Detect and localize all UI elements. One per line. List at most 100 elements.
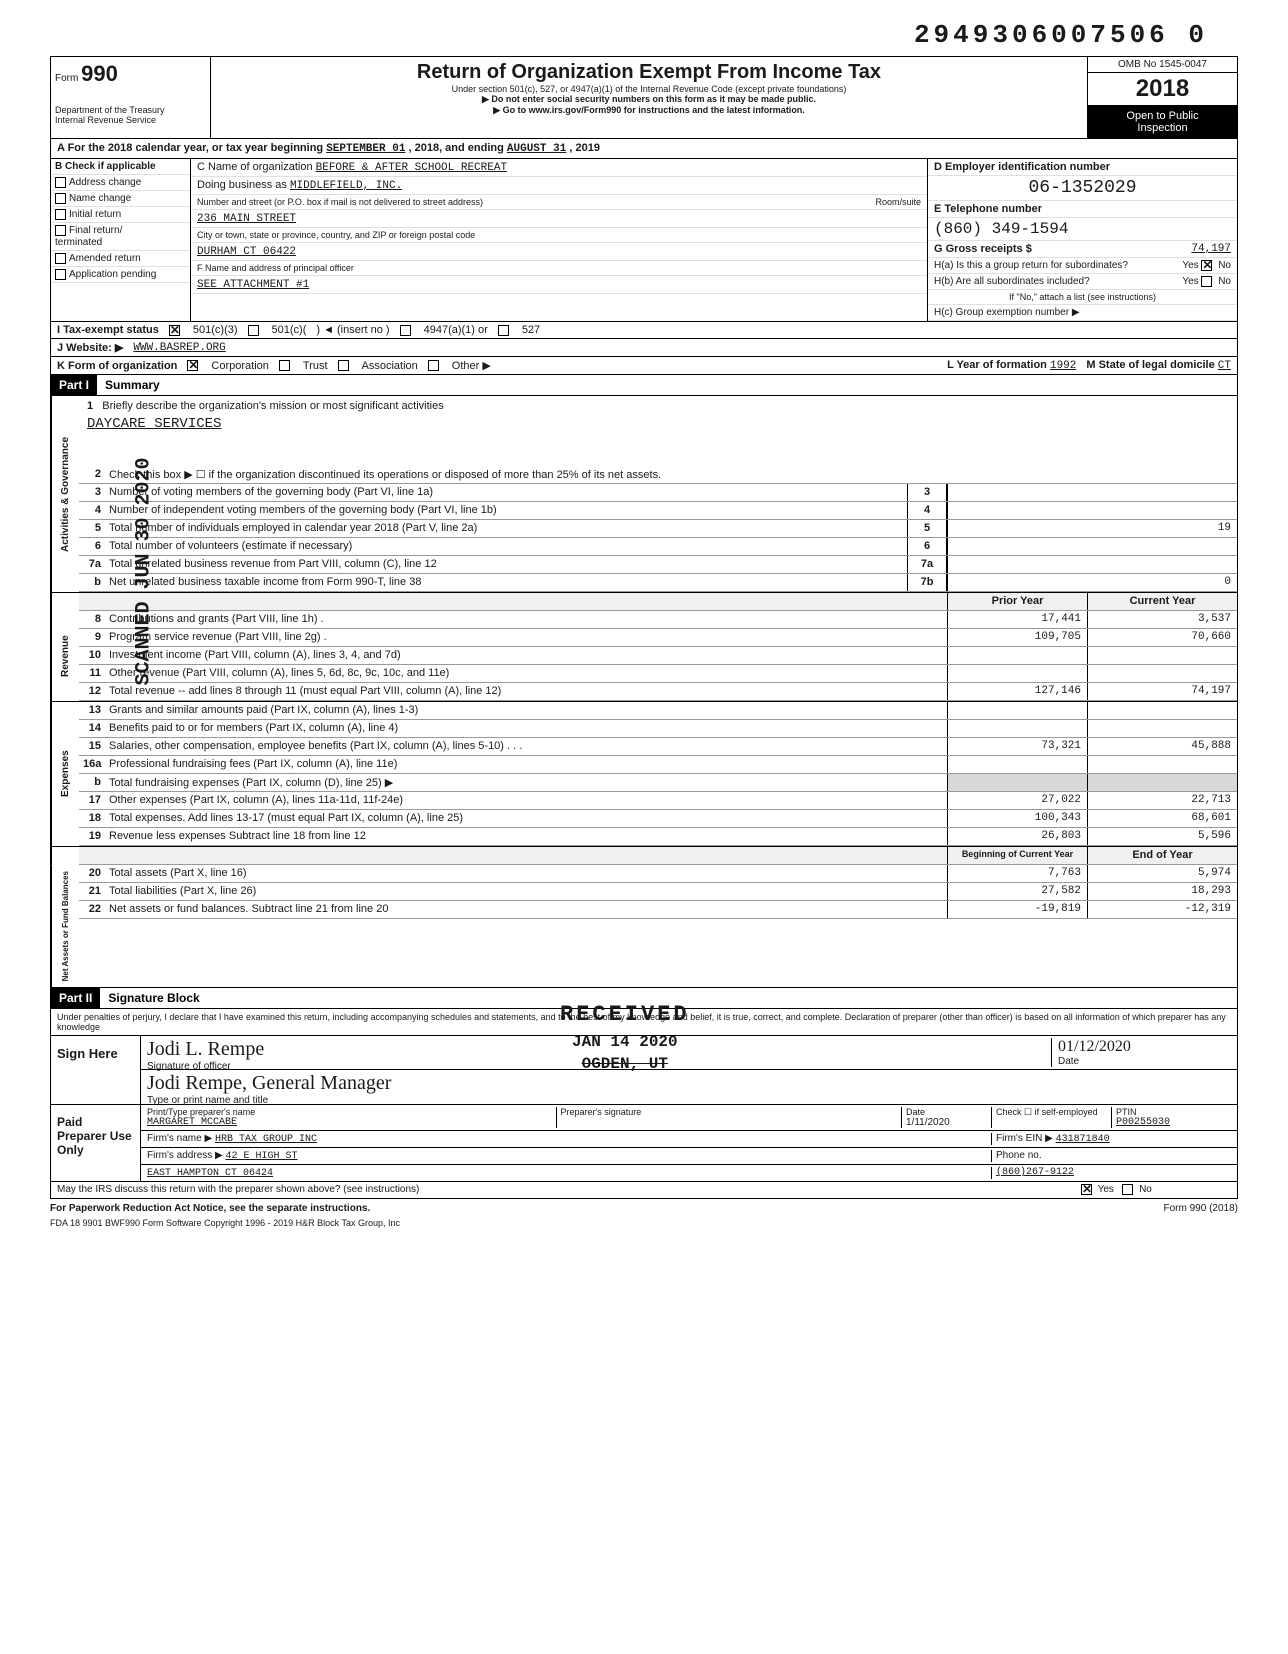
summary-line: 6Total number of volunteers (estimate if… (79, 538, 1237, 556)
check-name-change[interactable]: Name change (51, 191, 190, 207)
city-state-zip: DURHAM CT 06422 (197, 246, 296, 258)
header-sub3: ▶ Go to www.irs.gov/Form990 for instruct… (215, 105, 1083, 116)
governance-label: Activities & Governance (51, 396, 79, 592)
summary-line: 13Grants and similar amounts paid (Part … (79, 702, 1237, 720)
summary-line: 9Program service revenue (Part VIII, lin… (79, 629, 1237, 647)
ein-value: 06-1352029 (928, 176, 1237, 201)
group-return-hb: H(b) Are all subordinates included? Yes … (928, 274, 1237, 290)
summary-line: 8Contributions and grants (Part VIII, li… (79, 611, 1237, 629)
check-address-change[interactable]: Address change (51, 175, 190, 191)
summary-line: 4Number of independent voting members of… (79, 502, 1237, 520)
check-corporation[interactable] (187, 360, 198, 371)
row-k-form-org: K Form of organization Corporation Trust… (50, 357, 1238, 375)
phone-label: E Telephone number (928, 201, 1237, 218)
form-label: Form (55, 73, 78, 84)
summary-line: bNet unrelated business taxable income f… (79, 574, 1237, 592)
summary-line: 17Other expenses (Part IX, column (A), l… (79, 792, 1237, 810)
firm-address-1: 42 E HIGH ST (226, 1151, 298, 1162)
col-c-org-info: C Name of organization BEFORE & AFTER SC… (191, 159, 927, 321)
summary-line: bTotal fundraising expenses (Part IX, co… (79, 774, 1237, 792)
check-initial-return[interactable]: Initial return (51, 207, 190, 223)
summary-line: 20Total assets (Part X, line 16)7,7635,9… (79, 865, 1237, 883)
signature-block: Under penalties of perjury, I declare th… (50, 1009, 1238, 1198)
ein-label: D Employer identification number (928, 159, 1237, 176)
firm-address-2: EAST HAMPTON CT 06424 (147, 1168, 273, 1179)
principal-officer: SEE ATTACHMENT #1 (197, 279, 309, 291)
tax-year: 2018 (1088, 73, 1237, 106)
group-exemption: H(c) Group exemption number ▶ (928, 305, 1237, 321)
tax-year-end: AUGUST 31 (507, 143, 566, 155)
header-left: Form 990 Department of the Treasury Inte… (51, 57, 211, 138)
hb-note: If "No," attach a list (see instructions… (928, 290, 1237, 305)
org-name: BEFORE & AFTER SCHOOL RECREAT (316, 162, 507, 174)
summary-line: 16aProfessional fundraising fees (Part I… (79, 756, 1237, 774)
sign-date: 01/12/2020 (1058, 1038, 1231, 1056)
expenses-section: Expenses 13Grants and similar amounts pa… (50, 702, 1238, 847)
form-title: Return of Organization Exempt From Incom… (215, 61, 1083, 84)
col-b-checkboxes: B Check if applicable Address change Nam… (51, 159, 191, 321)
summary-line: 5Total number of individuals employed in… (79, 520, 1237, 538)
line-a-tax-year: A For the 2018 calendar year, or tax yea… (50, 139, 1238, 159)
paperwork-notice: For Paperwork Reduction Act Notice, see … (50, 1203, 370, 1214)
header-sub1: Under section 501(c), 527, or 4947(a)(1)… (215, 84, 1083, 94)
revenue-label: Revenue (51, 611, 79, 701)
check-trust[interactable] (279, 360, 290, 371)
check-501c3[interactable] (169, 325, 180, 336)
paid-preparer-label: Paid Preparer Use Only (51, 1105, 141, 1181)
preparer-date: 1/11/2020 (906, 1117, 991, 1128)
form-header: Form 990 Department of the Treasury Inte… (50, 56, 1238, 139)
summary-line: 12Total revenue -- add lines 8 through 1… (79, 683, 1237, 701)
officer-printed-name: Jodi Rempe, General Manager (147, 1072, 1231, 1095)
check-501c[interactable] (248, 325, 259, 336)
check-other[interactable] (428, 360, 439, 371)
discuss-yes-check[interactable] (1081, 1184, 1092, 1195)
check-app-pending[interactable]: Application pending (51, 267, 190, 283)
street-address: 236 MAIN STREET (197, 213, 296, 225)
governance-section: Activities & Governance 1 Briefly descri… (50, 396, 1238, 593)
summary-line: 18Total expenses. Add lines 13-17 (must … (79, 810, 1237, 828)
check-527[interactable] (498, 325, 509, 336)
summary-line: 7aTotal unrelated business revenue from … (79, 556, 1237, 574)
summary-line: 14Benefits paid to or for members (Part … (79, 720, 1237, 738)
part-1-header: Part I Summary (50, 375, 1238, 396)
summary-line: 10Investment income (Part VIII, column (… (79, 647, 1237, 665)
mission-text: DAYCARE SERVICES (87, 412, 1229, 462)
group-return-ha: H(a) Is this a group return for subordin… (928, 258, 1237, 274)
revenue-section: Revenue 8Contributions and grants (Part … (50, 611, 1238, 702)
rev-col-headers: Prior Year Current Year (79, 593, 1237, 611)
preparer-name: MARGARET MCCABE (147, 1117, 556, 1128)
check-association[interactable] (338, 360, 349, 371)
perjury-statement: Under penalties of perjury, I declare th… (51, 1009, 1237, 1036)
state-domicile: CT (1218, 360, 1231, 372)
sign-here-label: Sign Here (51, 1036, 141, 1104)
header-sub2: ▶ Do not enter social security numbers o… (215, 94, 1083, 105)
firm-name: HRB TAX GROUP INC (215, 1134, 317, 1145)
net-col-headers: Beginning of Current Year End of Year (79, 847, 1237, 865)
col-right-block: D Employer identification number 06-1352… (927, 159, 1237, 321)
ptin-value: P00255030 (1116, 1117, 1231, 1128)
part-2-header: Part II Signature Block (50, 988, 1238, 1009)
check-4947[interactable] (400, 325, 411, 336)
software-copyright: FDA 18 9901 BWF990 Form Software Copyrig… (50, 1218, 1238, 1228)
identity-block: B Check if applicable Address change Nam… (50, 159, 1238, 322)
form-reference: Form 990 (2018) (1164, 1203, 1238, 1214)
expenses-label: Expenses (51, 702, 79, 846)
discuss-no-check[interactable] (1122, 1184, 1133, 1195)
year-formation: 1992 (1050, 360, 1076, 372)
check-final-return[interactable]: Final return/ terminated (51, 223, 190, 250)
form-number: 990 (81, 61, 118, 86)
summary-line: 19Revenue less expenses Subtract line 18… (79, 828, 1237, 846)
gross-receipts: G Gross receipts $ 74,197 (928, 241, 1237, 258)
self-employed-check[interactable]: Check ☐ if self-employed (991, 1107, 1111, 1128)
header-right: OMB No 1545-0047 2018 Open to PublicInsp… (1087, 57, 1237, 138)
irs-discuss-row: May the IRS discuss this return with the… (51, 1181, 1237, 1197)
netassets-section: Net Assets or Fund Balances 20Total asse… (50, 865, 1238, 988)
officer-signature: Jodi L. Rempe (147, 1038, 1051, 1061)
check-amended[interactable]: Amended return (51, 251, 190, 267)
summary-line: 3Number of voting members of the governi… (79, 484, 1237, 502)
row-i-tax-exempt: I Tax-exempt status 501(c)(3) 501(c)() ◄… (50, 322, 1238, 339)
header-center: Return of Organization Exempt From Incom… (211, 57, 1087, 138)
firm-ein: 431871840 (1056, 1134, 1110, 1145)
summary-line: 22Net assets or fund balances. Subtract … (79, 901, 1237, 919)
row-j-website: J Website: ▶ WWW.BASREP.ORG (50, 339, 1238, 357)
